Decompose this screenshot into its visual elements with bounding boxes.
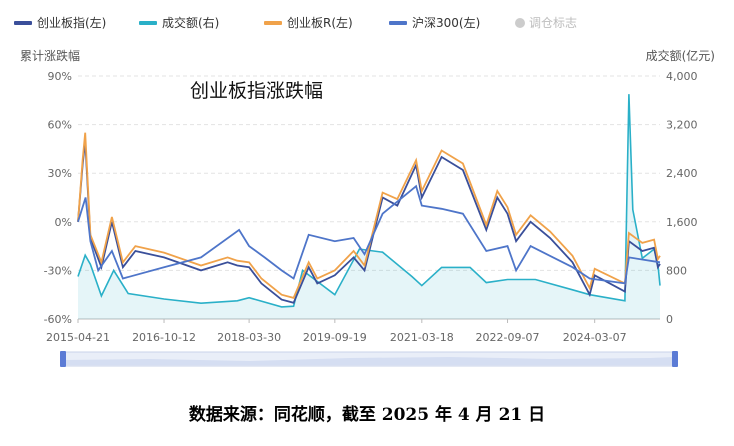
y-left-tick-label: -60% xyxy=(44,313,72,326)
legend-item-2[interactable]: 创业板R(左) xyxy=(264,15,353,30)
legend-label: 沪深300(左) xyxy=(412,15,480,30)
y-left-tick-label: -30% xyxy=(44,264,72,277)
x-tick-label: 2015-04-21 xyxy=(46,331,110,344)
legend-item-0[interactable]: 创业板指(左) xyxy=(14,15,106,30)
legend-item-3[interactable]: 沪深300(左) xyxy=(389,15,480,30)
range-slider[interactable] xyxy=(60,351,678,367)
y-right-tick-label: 1,600 xyxy=(666,216,698,229)
legend[interactable]: 创业板指(左) 成交额(右) 创业板R(左) 沪深300(左) 调仓标志 xyxy=(14,15,577,30)
legend-swatch xyxy=(139,21,157,25)
x-tick-label: 2016-10-12 xyxy=(132,331,196,344)
legend-label: 创业板R(左) xyxy=(287,15,353,30)
y-left-axis: 90% 60% 30% 0% -30% -60% xyxy=(44,70,72,326)
legend-label: 调仓标志 xyxy=(529,16,577,30)
y-left-tick-label: 90% xyxy=(48,70,72,83)
legend-swatch xyxy=(515,18,525,28)
legend-swatch xyxy=(389,21,407,25)
series-right-0-line xyxy=(77,94,661,308)
range-slider-preview xyxy=(64,357,674,365)
x-axis: 2015-04-21 2016-10-12 2018-03-30 2019-09-19… xyxy=(46,318,660,344)
x-tick-label: 2021-03-18 xyxy=(390,331,454,344)
y-right-axis: 4,000 3,200 2,400 1,600 800 0 xyxy=(666,70,698,326)
legend-label: 成交额(右) xyxy=(162,15,219,30)
y-right-tick-label: 3,200 xyxy=(666,119,698,132)
y-right-tick-label: 2,400 xyxy=(666,167,698,180)
y-right-tick-label: 800 xyxy=(666,264,687,277)
range-slider-left-handle[interactable] xyxy=(60,351,66,367)
source-note: 数据来源：同花顺，截至 2025 年 4 月 21 日 xyxy=(188,405,546,425)
chart-title: 创业板指涨跌幅 xyxy=(190,80,323,102)
x-tick-label: 2024-03-07 xyxy=(563,331,627,344)
y-left-axis-title: 累计涨跌幅 xyxy=(20,48,80,63)
range-slider-right-handle[interactable] xyxy=(672,351,678,367)
plot-area xyxy=(77,94,661,319)
series-right-0-area xyxy=(78,94,660,319)
x-tick-label: 2018-03-30 xyxy=(217,331,281,344)
legend-item-1[interactable]: 成交额(右) xyxy=(139,15,219,30)
y-left-tick-label: 60% xyxy=(48,119,72,132)
legend-label: 创业板指(左) xyxy=(37,15,106,30)
series-left-2-line xyxy=(77,184,661,285)
y-right-axis-title: 成交额(亿元) xyxy=(646,48,715,63)
legend-swatch xyxy=(264,21,282,25)
series-left-1-line xyxy=(77,132,661,299)
y-left-tick-label: 30% xyxy=(48,167,72,180)
y-left-tick-label: 0% xyxy=(55,216,72,229)
legend-item-4[interactable]: 调仓标志 xyxy=(515,16,577,30)
x-tick-label: 2019-09-19 xyxy=(303,331,367,344)
y-right-tick-label: 0 xyxy=(666,313,673,326)
x-tick-label: 2022-09-07 xyxy=(476,331,540,344)
y-right-tick-label: 4,000 xyxy=(666,70,698,83)
legend-swatch xyxy=(14,21,32,25)
